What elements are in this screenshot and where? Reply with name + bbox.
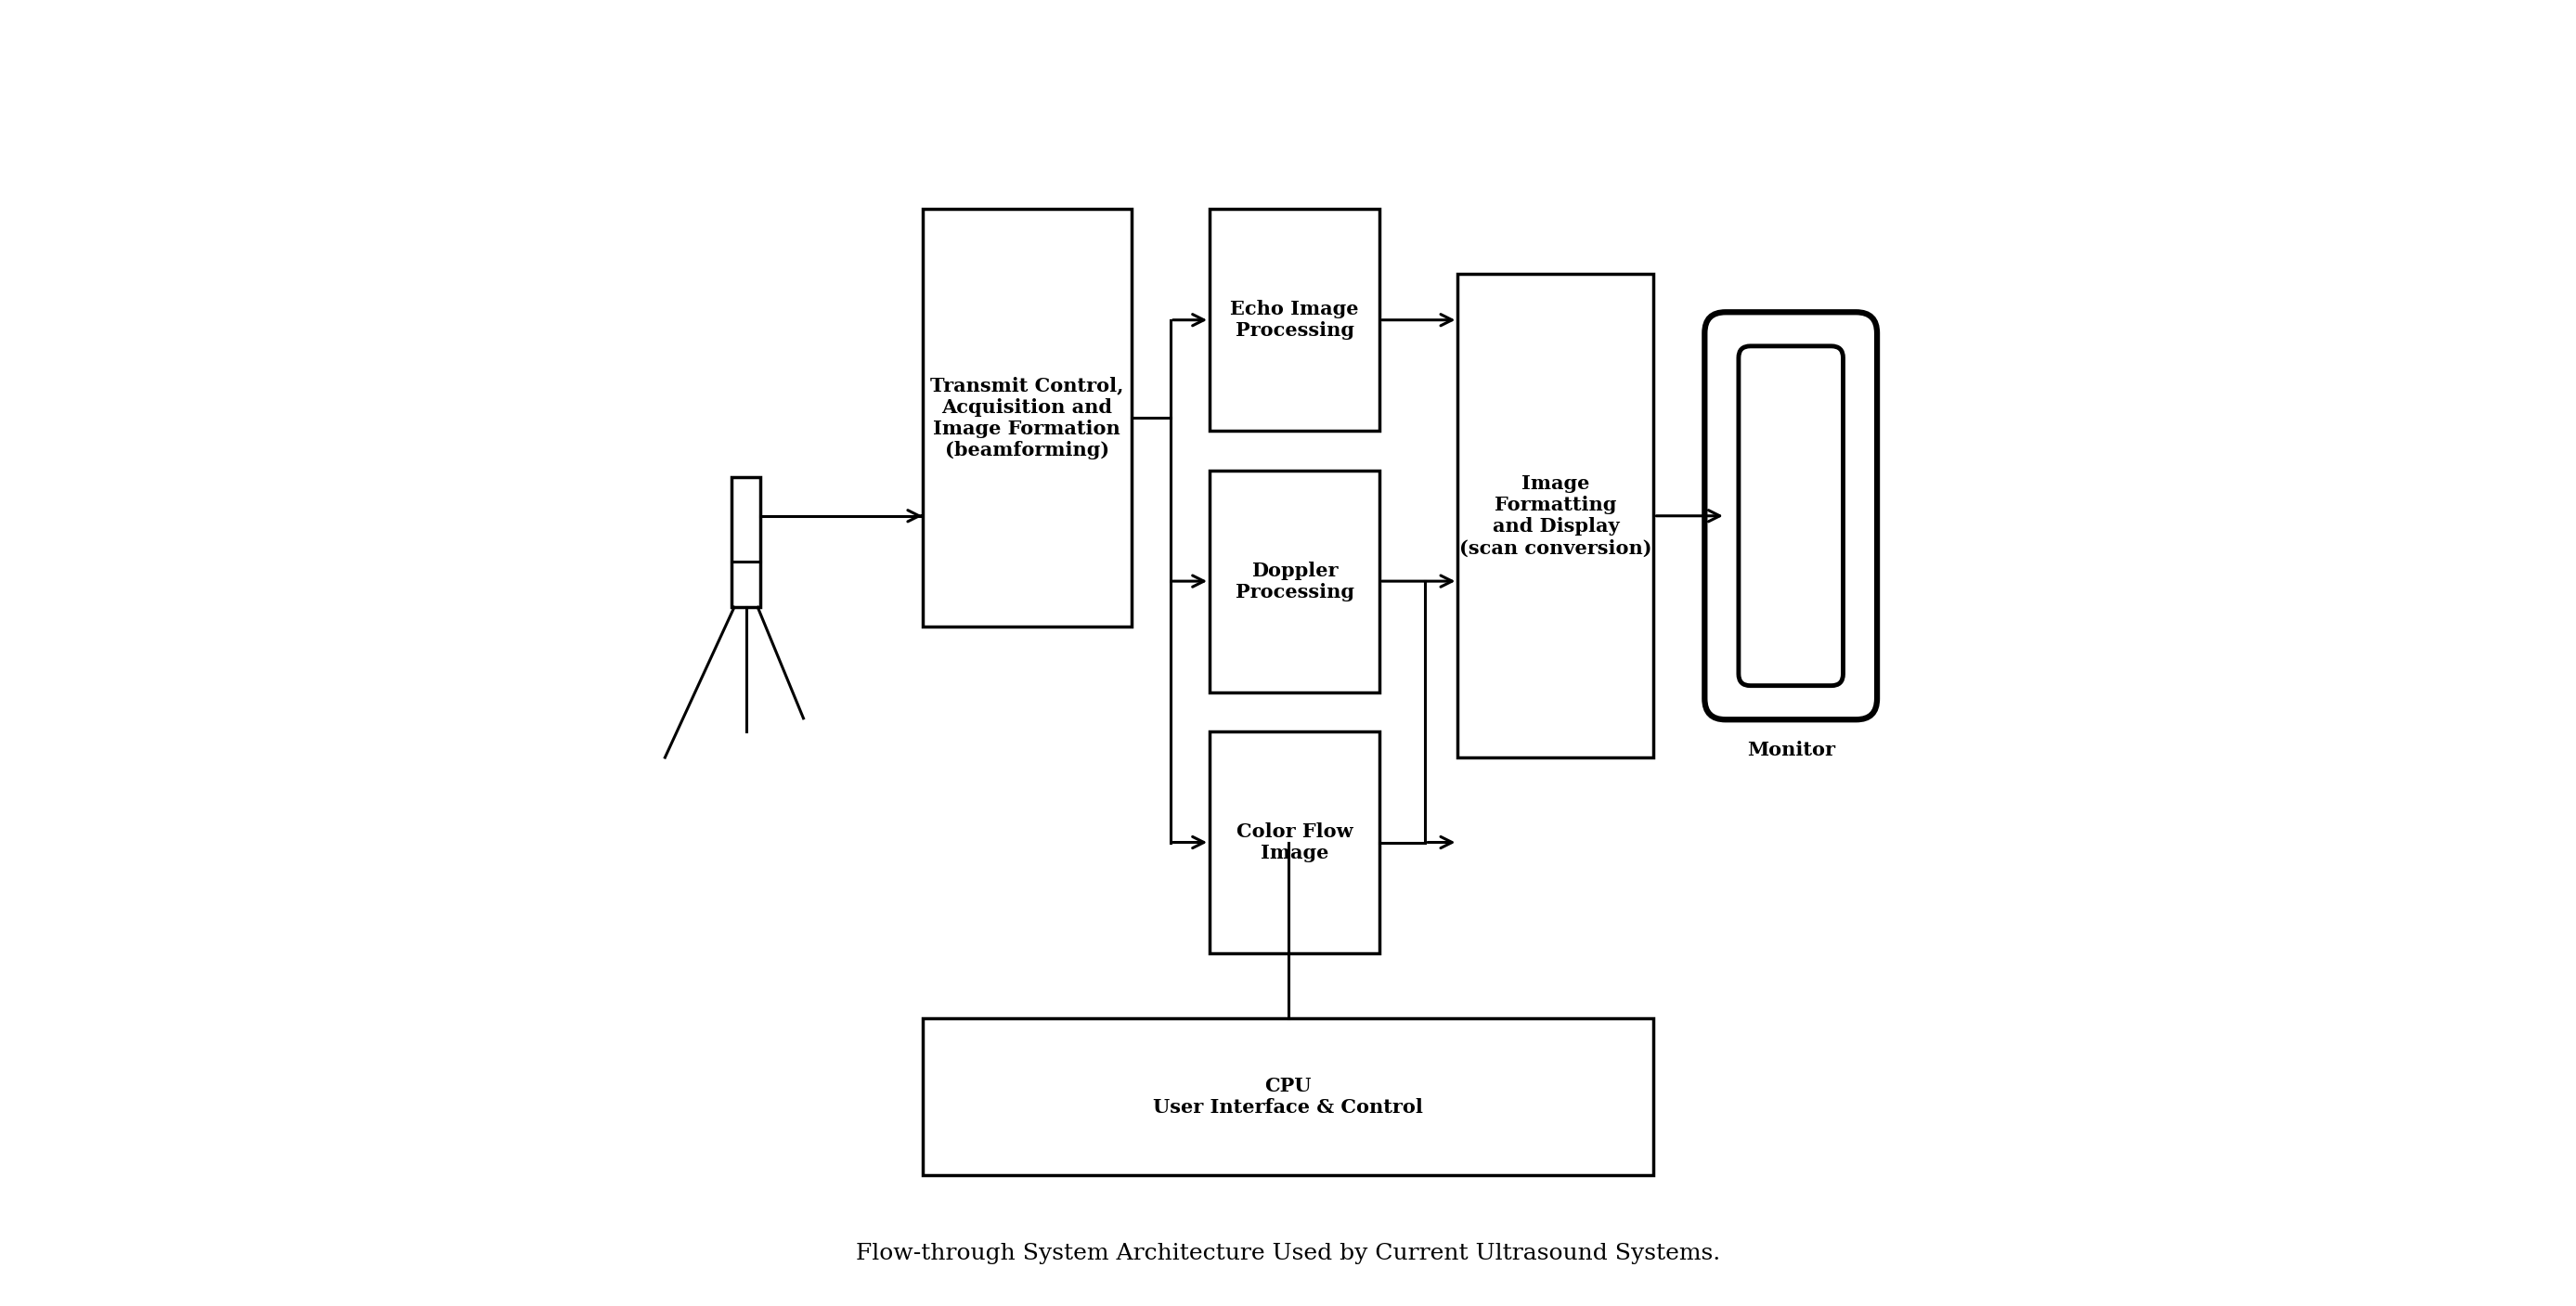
FancyBboxPatch shape (1211, 470, 1378, 692)
Text: Transmit Control,
Acquisition and
Image Formation
(beamforming): Transmit Control, Acquisition and Image … (930, 376, 1123, 460)
FancyBboxPatch shape (1211, 209, 1378, 431)
Text: CPU
User Interface & Control: CPU User Interface & Control (1154, 1077, 1422, 1117)
FancyBboxPatch shape (1705, 312, 1878, 720)
Text: Monitor: Monitor (1747, 741, 1834, 759)
Text: Doppler
Processing: Doppler Processing (1234, 562, 1355, 601)
FancyBboxPatch shape (1739, 346, 1842, 686)
FancyBboxPatch shape (922, 209, 1131, 627)
Text: Echo Image
Processing: Echo Image Processing (1231, 300, 1358, 340)
Text: Image
Formatting
and Display
(scan conversion): Image Formatting and Display (scan conve… (1461, 474, 1651, 558)
Text: Flow-through System Architecture Used by Current Ultrasound Systems.: Flow-through System Architecture Used by… (855, 1243, 1721, 1264)
FancyBboxPatch shape (1458, 274, 1654, 757)
FancyBboxPatch shape (922, 1019, 1654, 1175)
Text: Color Flow
Image: Color Flow Image (1236, 823, 1352, 862)
FancyBboxPatch shape (732, 477, 760, 607)
FancyBboxPatch shape (1211, 731, 1378, 953)
